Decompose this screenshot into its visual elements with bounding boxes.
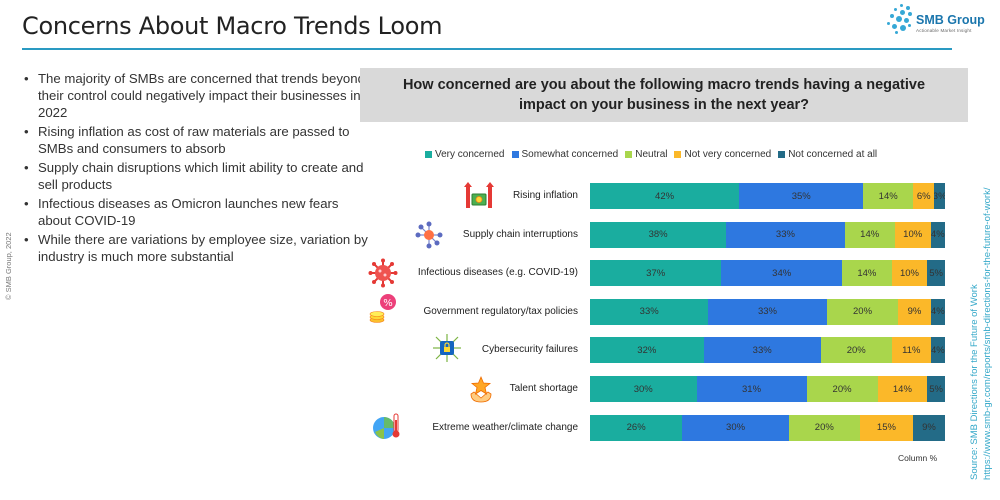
- source-url[interactable]: https://www.smb-gr.com/reports/smb-direc…: [982, 187, 993, 480]
- bar-segment: 20%: [806, 376, 878, 402]
- bar-segment: 5%: [927, 260, 945, 287]
- bar-segment: 26%: [590, 414, 683, 441]
- climate-thermometer-icon: [373, 413, 400, 439]
- bar-row: 33% 33% 20% 9% 4%: [590, 298, 945, 325]
- bar-row: 38% 33% 14% 10% 4%: [590, 221, 945, 248]
- category-labels: Rising inflation Supply chain interruptio…: [360, 0, 578, 500]
- legend-item: Very concerned: [425, 149, 505, 160]
- logo-dots-icon: [886, 4, 916, 36]
- slide-title: Concerns About Macro Trends Loom: [22, 12, 443, 40]
- bar-segment: 9%: [913, 414, 945, 441]
- source-note: Source: SMB Directions for the Future of…: [968, 188, 994, 480]
- bar-segment: 42%: [590, 183, 740, 209]
- bar-segment: 4%: [930, 337, 945, 364]
- legend-swatch: [625, 151, 633, 158]
- bar-segment: 30%: [590, 376, 697, 402]
- bar-segment: 9%: [898, 298, 931, 325]
- bar-segment: 32%: [590, 337, 704, 364]
- bullet-item: The majority of SMBs are concerned that …: [24, 70, 368, 121]
- legend-swatch: [778, 151, 786, 158]
- title-rule: [22, 48, 952, 50]
- supply-network-icon: [415, 221, 443, 249]
- talent-star-icon: [470, 375, 492, 403]
- bar-segment: 14%: [842, 260, 892, 287]
- bar-segment: 10%: [894, 221, 931, 248]
- bar-segment: 31%: [696, 376, 807, 402]
- category-label: Government regulatory/tax policies: [423, 305, 578, 317]
- bar-segment: 34%: [721, 260, 843, 287]
- logo-name: SMB Group: [916, 13, 985, 27]
- chart-legend: Very concerned Somewhat concerned Neutral N…: [425, 149, 884, 160]
- legend-label: Very concerned: [435, 149, 505, 160]
- bar-segment: 5%: [927, 376, 945, 402]
- bar-segment: 37%: [590, 260, 722, 287]
- category-label: Rising inflation: [512, 190, 578, 201]
- logo-tagline: Actionable Market Insight: [916, 28, 972, 33]
- bar-segment: 33%: [590, 298, 709, 325]
- bar-row: 32% 33% 20% 11% 4%: [590, 337, 945, 364]
- legend-label: Somewhat concerned: [521, 149, 619, 160]
- smb-group-logo: SMB Group Actionable Market Insight: [886, 4, 986, 40]
- bar-segment: 14%: [863, 183, 914, 209]
- bar-segment: 4%: [930, 221, 945, 248]
- copyright-note: © SMB Group, 2022: [4, 232, 13, 300]
- bar-segment: 10%: [891, 260, 928, 287]
- virus-icon: [368, 258, 398, 288]
- category-label: Talent shortage: [509, 383, 578, 394]
- legend-label: Not very concerned: [684, 149, 772, 160]
- bar-segment: 33%: [726, 221, 845, 248]
- category-label: Infectious diseases (e.g. COVID-19): [417, 267, 578, 279]
- bar-row: 42%35%14%6%3%: [590, 183, 945, 209]
- legend-item: Not concerned at all: [778, 149, 877, 160]
- bar-row: 26% 30% 20% 15% 9%: [590, 414, 945, 441]
- bar-segment: 33%: [708, 298, 827, 325]
- category-label: Supply chain interruptions: [462, 228, 578, 240]
- bar-segment: 3%: [934, 183, 945, 209]
- source-title: Source: SMB Directions for the Future of…: [969, 284, 980, 480]
- cyber-chip-icon: [433, 334, 461, 362]
- bar-segment: 30%: [682, 414, 789, 441]
- legend-item: Somewhat concerned: [511, 149, 619, 160]
- tax-percent-icon: %: [369, 294, 396, 323]
- bullet-list: The majority of SMBs are concerned that …: [22, 70, 368, 267]
- bar-segment: 4%: [930, 298, 945, 325]
- bar-row: 37% 34% 14% 10% 5%: [590, 260, 945, 287]
- bar-row: 30% 31% 20% 14% 5%: [590, 376, 945, 402]
- bar-segment: 20%: [826, 298, 899, 325]
- column-percent-note: Column %: [898, 453, 938, 463]
- bullet-item: Rising inflation as cost of raw material…: [24, 123, 368, 157]
- bullet-item: Infectious diseases as Omicron launches …: [24, 195, 368, 229]
- category-label: Cybersecurity failures: [481, 344, 578, 356]
- legend-label: Neutral: [635, 149, 668, 160]
- legend-swatch: [511, 151, 519, 158]
- legend-item: Not very concerned: [674, 149, 771, 160]
- legend-swatch: [674, 151, 682, 158]
- bullet-item: While there are variations by employee s…: [24, 231, 368, 265]
- legend-item: Neutral: [625, 149, 667, 160]
- svg-text:%: %: [383, 298, 393, 309]
- bar-segment: 20%: [788, 414, 860, 441]
- rising-money-icon: [464, 182, 494, 208]
- bar-segment: 20%: [820, 337, 892, 364]
- bullet-item: Supply chain disruptions which limit abi…: [24, 159, 368, 193]
- legend-swatch: [425, 151, 432, 158]
- bar-segment: 33%: [703, 337, 821, 364]
- survey-question: How concerned are you about the followin…: [360, 68, 968, 122]
- bar-segment: 11%: [891, 337, 931, 364]
- bar-segment: 38%: [590, 221, 727, 248]
- category-label: Extreme weather/climate change: [432, 421, 578, 433]
- bar-segment: 35%: [739, 183, 864, 209]
- bar-segment: 6%: [913, 183, 935, 209]
- bar-segment: 14%: [844, 221, 895, 248]
- bar-segment: 14%: [877, 376, 928, 402]
- legend-label: Not concerned at all: [788, 149, 878, 160]
- bar-segment: 15%: [859, 414, 914, 441]
